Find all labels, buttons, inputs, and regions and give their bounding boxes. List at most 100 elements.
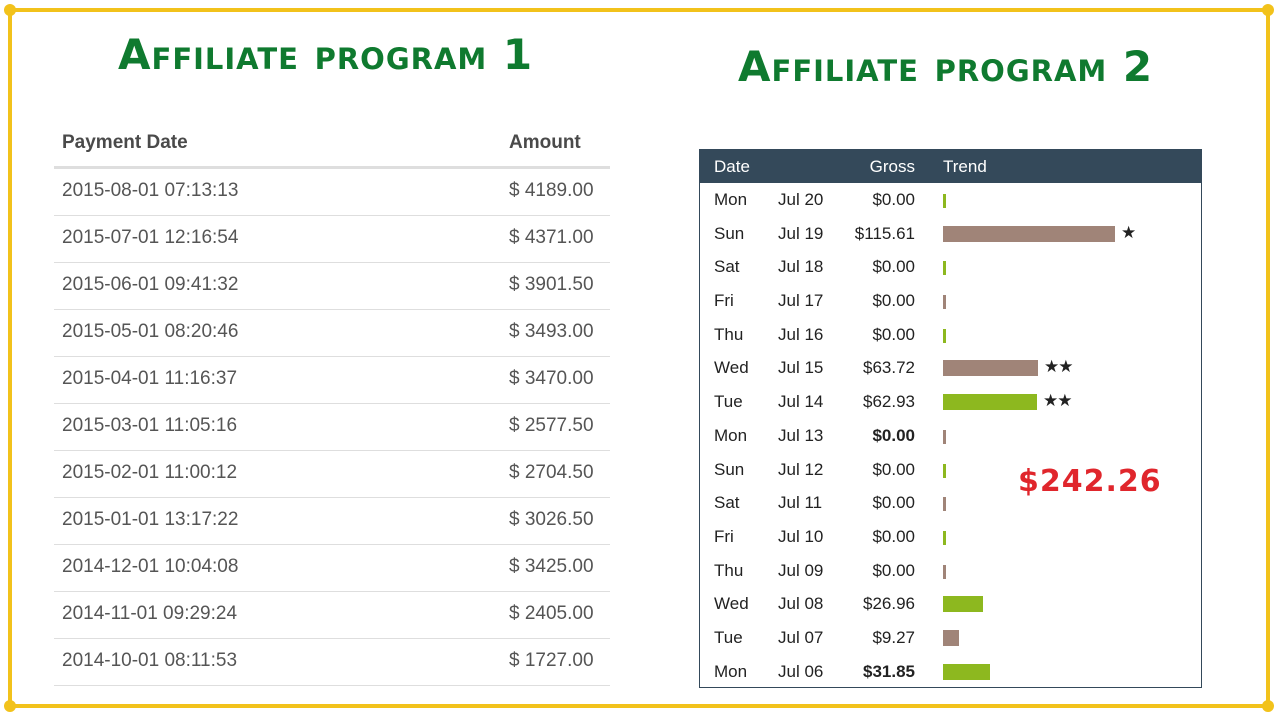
trend-bar [943, 360, 1038, 377]
table-row: 2015-06-01 09:41:32 $ 3901.50 [54, 263, 610, 310]
frame-right [1266, 10, 1270, 706]
payment-date: 2015-08-01 07:13:13 [62, 180, 239, 201]
gross-amount: $0.00 [872, 493, 915, 513]
frame-corner-top-left [4, 4, 16, 16]
weekday: Sat [714, 493, 740, 513]
table-row: 2015-08-01 07:13:13 $ 4189.00 [54, 169, 610, 216]
payment-amount: $ 4371.00 [509, 227, 594, 248]
program2-total: $242.26 [1018, 464, 1162, 499]
table-row: Fri Jul 17 $0.00 [700, 284, 1201, 318]
amount-header: Amount [509, 132, 581, 153]
earnings-date: Jul 13 [778, 425, 824, 445]
trend-bar [943, 629, 959, 646]
weekday: Mon [714, 425, 748, 445]
table-row: 2014-12-01 10:04:08 $ 3425.00 [54, 545, 610, 592]
trend-tick [943, 328, 946, 343]
payment-date: 2015-05-01 08:20:46 [62, 321, 239, 342]
program1-title: Affiliate program 1 [118, 30, 534, 79]
trend-tick [943, 261, 946, 276]
trend-tick [943, 463, 946, 478]
earnings-date: Jul 10 [778, 526, 824, 546]
payment-date: 2015-01-01 13:17:22 [62, 509, 239, 530]
payment-amount: $ 2704.50 [509, 462, 594, 483]
gross-amount: $0.00 [872, 324, 915, 344]
trend-tick [943, 497, 946, 512]
program2-title: Affiliate program 2 [738, 42, 1154, 91]
frame-corner-bottom-right [1262, 700, 1274, 712]
payment-date: 2015-04-01 11:16:37 [62, 368, 238, 389]
gross-amount: $31.85 [863, 661, 915, 681]
earnings-date: Jul 15 [778, 358, 824, 378]
table-row: Tue Jul 07 $9.27 [700, 621, 1201, 655]
earnings-date: Jul 14 [778, 392, 824, 412]
table-row: Mon Jul 06 $31.85 [700, 655, 1201, 689]
trend-bar [943, 596, 983, 613]
table-row: 2014-11-01 09:29:24 $ 2405.00 [54, 592, 610, 639]
trend-tick [943, 194, 946, 208]
payment-date: 2014-10-01 08:11:53 [62, 650, 238, 671]
payment-amount: $ 1727.00 [509, 650, 594, 671]
table-row: Tue Jul 14 $62.93 ★★ [700, 385, 1201, 419]
earnings-date: Jul 07 [778, 627, 824, 647]
frame-corner-bottom-left [4, 700, 16, 712]
payment-date: 2015-06-01 09:41:32 [62, 274, 239, 295]
table-row: 2015-02-01 11:00:12 $ 2704.50 [54, 451, 610, 498]
payment-date: 2015-03-01 11:05:16 [62, 415, 238, 436]
earnings-date: Jul 08 [778, 594, 824, 614]
table-row: 2014-10-01 08:11:53 $ 1727.00 [54, 639, 610, 686]
payment-amount: $ 3470.00 [509, 368, 594, 389]
table-row: Sun Jul 19 $115.61 ★ [700, 217, 1201, 251]
trend-tick [943, 429, 946, 444]
payment-date: 2015-07-01 12:16:54 [62, 227, 239, 248]
weekday: Wed [714, 594, 749, 614]
table-row: Thu Jul 09 $0.00 [700, 554, 1201, 588]
table-row: Mon Jul 20 $0.00 [700, 183, 1201, 217]
weekday: Thu [714, 560, 744, 580]
payment-amount: $ 3425.00 [509, 556, 594, 577]
payment-amount: $ 3901.50 [509, 274, 594, 295]
frame-left [8, 10, 12, 706]
table-row: Thu Jul 16 $0.00 [700, 318, 1201, 352]
trend-tick [943, 530, 946, 545]
program2-earnings-table: Date Gross Trend Mon Jul 20 $0.00 Sun Jul 19… [699, 149, 1202, 688]
frame-top [10, 8, 1270, 12]
weekday: Mon [714, 190, 748, 209]
star-icon: ★ [1121, 222, 1136, 242]
table-row: Sat Jul 11 $0.00 [700, 486, 1201, 520]
gross-amount: $0.00 [872, 291, 915, 311]
weekday: Sun [714, 459, 745, 479]
gross-amount: $0.00 [872, 459, 915, 479]
table-row: 2015-04-01 11:16:37 $ 3470.00 [54, 357, 610, 404]
trend-tick [943, 295, 946, 310]
gross-amount: $0.00 [872, 425, 915, 445]
gross-amount: $0.00 [872, 526, 915, 546]
date-header: Date [714, 157, 750, 176]
star-icon: ★★ [1044, 357, 1074, 377]
earnings-date: Jul 16 [778, 324, 824, 344]
weekday: Sat [714, 257, 740, 277]
trend-bar [943, 663, 990, 680]
trend-header: Trend [943, 157, 987, 176]
frame-corner-top-right [1262, 4, 1274, 16]
gross-amount: $63.72 [863, 358, 915, 378]
weekday: Fri [714, 291, 734, 311]
payment-amount: $ 4189.00 [509, 180, 594, 201]
gross-amount: $0.00 [872, 190, 915, 209]
gross-amount: $9.27 [872, 627, 915, 647]
table-row: 2015-01-01 13:17:22 $ 3026.50 [54, 498, 610, 545]
gross-amount: $62.93 [863, 392, 915, 412]
weekday: Fri [714, 526, 734, 546]
table-row: Wed Jul 08 $26.96 [700, 587, 1201, 621]
program2-table-header: Date Gross Trend [700, 150, 1201, 183]
trend-bar [943, 225, 1115, 242]
earnings-date: Jul 17 [778, 291, 824, 311]
program1-table-header: Payment Date Amount [54, 122, 610, 169]
weekday: Mon [714, 661, 748, 681]
table-row: 2015-07-01 12:16:54 $ 4371.00 [54, 216, 610, 263]
payment-date: 2014-12-01 10:04:08 [62, 556, 239, 577]
weekday: Wed [714, 358, 749, 378]
table-row: Sat Jul 18 $0.00 [700, 250, 1201, 284]
trend-bar [943, 394, 1037, 411]
payment-amount: $ 2405.00 [509, 603, 594, 624]
earnings-date: Jul 18 [778, 257, 824, 277]
